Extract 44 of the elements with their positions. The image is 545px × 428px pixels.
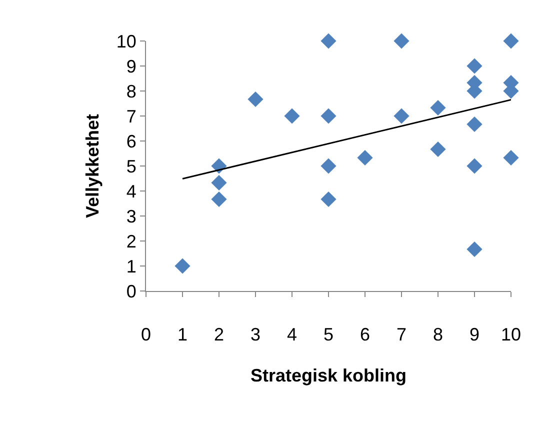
- point: [466, 116, 482, 132]
- x-tick-label: 7: [396, 324, 407, 345]
- x-tick-label: 6: [360, 324, 370, 345]
- x-tick-label: 9: [469, 324, 480, 345]
- point: [430, 100, 446, 116]
- point: [466, 58, 482, 74]
- y-tick-label: 0: [126, 281, 136, 302]
- x-tick-label: 2: [214, 324, 224, 345]
- y-tick-label: 8: [126, 81, 136, 102]
- point: [248, 91, 264, 108]
- x-tick-label: 0: [140, 324, 152, 345]
- y-tick-label: 9: [126, 56, 136, 76]
- y-tick-label: 10: [116, 31, 136, 52]
- point: [320, 33, 336, 49]
- point: [211, 191, 227, 208]
- point: [320, 108, 336, 124]
- point: [284, 108, 300, 124]
- point: [174, 258, 190, 274]
- x-tick-label: 3: [250, 324, 261, 345]
- y-tick-label: 3: [126, 206, 136, 226]
- point: [394, 33, 410, 49]
- point: [320, 191, 336, 208]
- y-tick-label: 1: [126, 256, 136, 276]
- point: [466, 158, 482, 174]
- x-tick-label: 4: [286, 324, 298, 345]
- point: [394, 108, 410, 124]
- x-tick-label: 10: [500, 324, 522, 345]
- point: [503, 33, 519, 49]
- y-tick-label: 4: [126, 181, 136, 202]
- point: [430, 141, 446, 158]
- point: [466, 241, 482, 258]
- point: [211, 174, 227, 191]
- y-tick-label: 5: [126, 156, 136, 176]
- point: [503, 150, 519, 166]
- y-tick-label: 2: [126, 231, 136, 252]
- y-tick-label: 7: [126, 106, 136, 126]
- y-tick-label: 6: [126, 131, 136, 152]
- x-axis-title: Strategisk kobling: [250, 366, 407, 386]
- y-axis-title: Vellykkethet: [82, 114, 103, 218]
- point: [320, 158, 336, 174]
- x-tick-label: 5: [323, 324, 334, 345]
- x-tick-label: 8: [432, 324, 444, 345]
- point: [357, 150, 373, 166]
- x-tick-label: 1: [177, 324, 188, 345]
